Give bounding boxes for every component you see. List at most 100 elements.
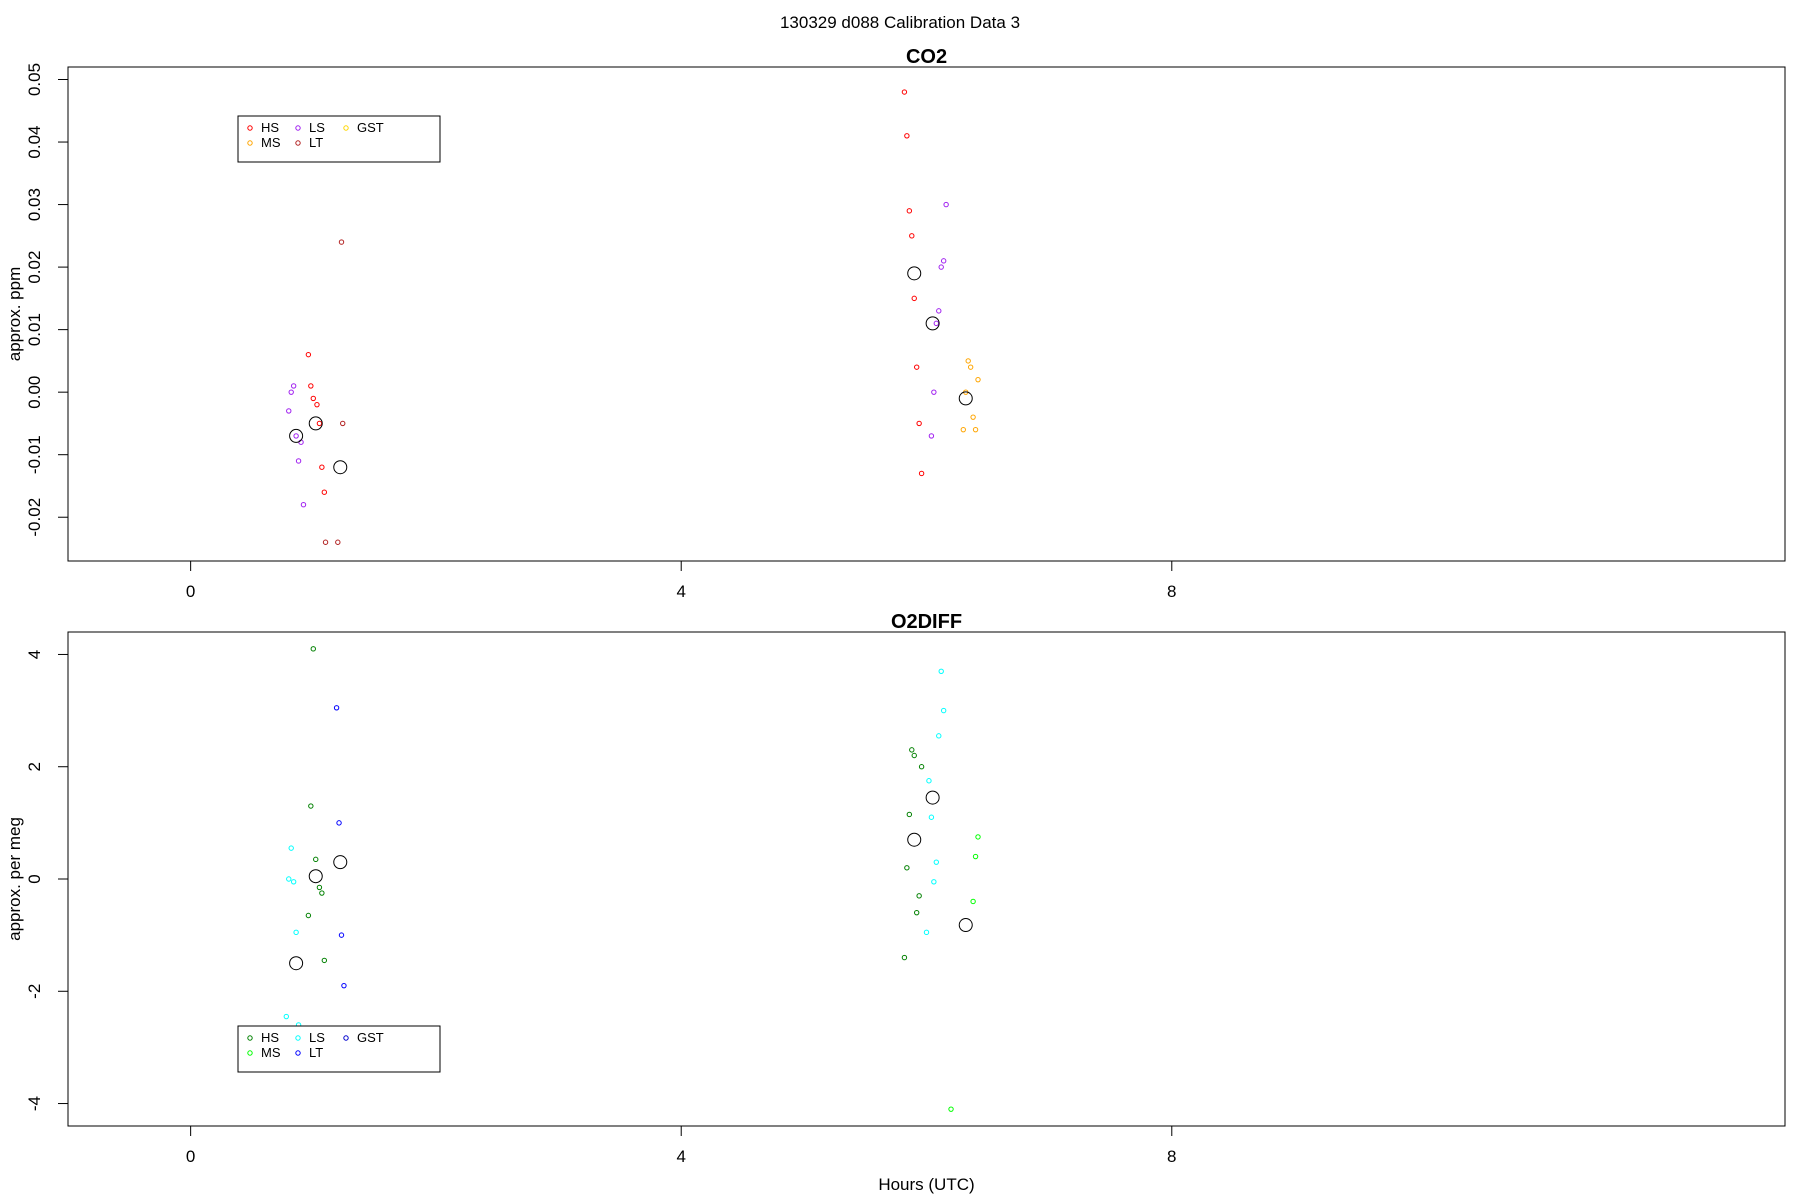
legend-item-hs: HS [247, 1030, 279, 1045]
y-axis-label: approx. ppm [5, 267, 24, 362]
mean-point [289, 956, 304, 971]
mean-point [925, 316, 940, 331]
y-tick-label: -4 [25, 1096, 44, 1111]
group-means [289, 790, 973, 971]
data-point [288, 389, 294, 395]
data-point [286, 408, 292, 414]
legend-item-ls: LS [295, 120, 325, 135]
data-point [305, 351, 312, 358]
data-point [967, 364, 974, 370]
legend-marker [247, 140, 253, 146]
data-point [310, 646, 316, 652]
data-point [338, 932, 345, 938]
data-point [904, 865, 910, 871]
data-point [926, 778, 932, 784]
data-point [319, 890, 325, 896]
mean-point [333, 460, 348, 475]
chart-title: CO2 [906, 46, 947, 68]
data-point [972, 426, 979, 433]
y-tick-label: -0.02 [25, 498, 44, 537]
y-axis: -0.02 -0.01 0.00 0.01 0.02 0.03 0.04 0.05 approx… [5, 63, 69, 537]
y-tick-label: 0.01 [25, 313, 44, 346]
y-tick-label: 0 [25, 874, 44, 883]
chart-panel-o2diff: O2DIFF 0 4 8 Hours (UTC) -4 -2 0 2 4 approx. per m… [5, 611, 1786, 1194]
legend-marker [247, 1050, 253, 1056]
data-point [286, 876, 292, 882]
x-tick-label: 4 [676, 582, 685, 601]
data-point [341, 982, 347, 989]
legend-label: MS [261, 1045, 281, 1060]
data-point [960, 426, 966, 433]
data-point [336, 820, 342, 826]
y-tick-label: 0.05 [25, 63, 44, 96]
x-axis: 0 4 8 [186, 560, 1785, 601]
data-point [300, 502, 307, 508]
figure-suptitle: 130329 d088 Calibration Data 3 [780, 13, 1020, 32]
legend-item-ls: LS [295, 1030, 325, 1045]
data-point [911, 295, 917, 302]
mean-point [958, 918, 973, 933]
data-point [319, 464, 325, 470]
data-point [913, 909, 920, 916]
chart-panel-co2: CO2 0 4 8 -0.02 -0.01 0.00 0.01 0.02 0.03 0.04 0.05… [5, 46, 1786, 601]
y-axis: -4 -2 0 2 4 approx. per meg [5, 650, 69, 1111]
data-point [308, 383, 314, 389]
data-point [338, 239, 345, 245]
data-point [972, 853, 979, 860]
series-ms [960, 358, 981, 433]
data-point [940, 258, 947, 264]
legend-marker [295, 125, 301, 131]
legend-marker [247, 1035, 253, 1041]
legend-label: HS [261, 1030, 279, 1045]
mean-point [308, 416, 323, 431]
data-point [948, 1106, 954, 1112]
data-point [305, 912, 312, 919]
data-point [321, 489, 328, 495]
legend-box [237, 115, 441, 163]
mean-point [958, 391, 973, 406]
y-tick-label: 0.00 [25, 376, 44, 409]
legend-marker [295, 140, 301, 146]
data-point [313, 856, 319, 863]
data-point [911, 752, 917, 759]
legend-item-ms: MS [247, 135, 281, 150]
x-tick-label: 0 [186, 582, 195, 601]
data-point [970, 898, 976, 905]
data-point [936, 733, 942, 739]
data-point [918, 470, 925, 477]
data-point [928, 433, 935, 439]
mean-point [308, 869, 323, 884]
data-point [333, 705, 340, 711]
data-point [923, 929, 930, 936]
mean-point [907, 266, 922, 281]
data-point [975, 834, 981, 840]
data-point [310, 395, 316, 402]
legend-marker [343, 125, 349, 131]
legend-label: GST [357, 1030, 384, 1045]
series-hs [305, 646, 925, 964]
data-point [290, 383, 297, 389]
data-point [909, 233, 915, 239]
data-point [293, 433, 299, 439]
y-tick-label: 0.04 [25, 125, 44, 158]
legend-item-lt: LT [295, 1045, 323, 1060]
data-point [293, 929, 299, 936]
data-point [933, 320, 940, 327]
data-point [916, 893, 922, 899]
x-tick-label: 8 [1167, 1147, 1176, 1166]
legend-marker [247, 125, 253, 131]
series-ms [948, 834, 981, 1112]
group-means [289, 266, 973, 475]
y-tick-label: 0.03 [25, 188, 44, 221]
data-point [904, 133, 910, 139]
legend-label: GST [357, 120, 384, 135]
legend-label: LT [309, 135, 323, 150]
x-axis: 0 4 8 Hours (UTC) [186, 1125, 1785, 1194]
data-point [936, 308, 942, 314]
y-tick-label: -0.01 [25, 435, 44, 474]
series-lt [333, 705, 347, 989]
series-ls [286, 201, 949, 508]
data-point [928, 814, 935, 820]
series-hs [305, 89, 925, 495]
